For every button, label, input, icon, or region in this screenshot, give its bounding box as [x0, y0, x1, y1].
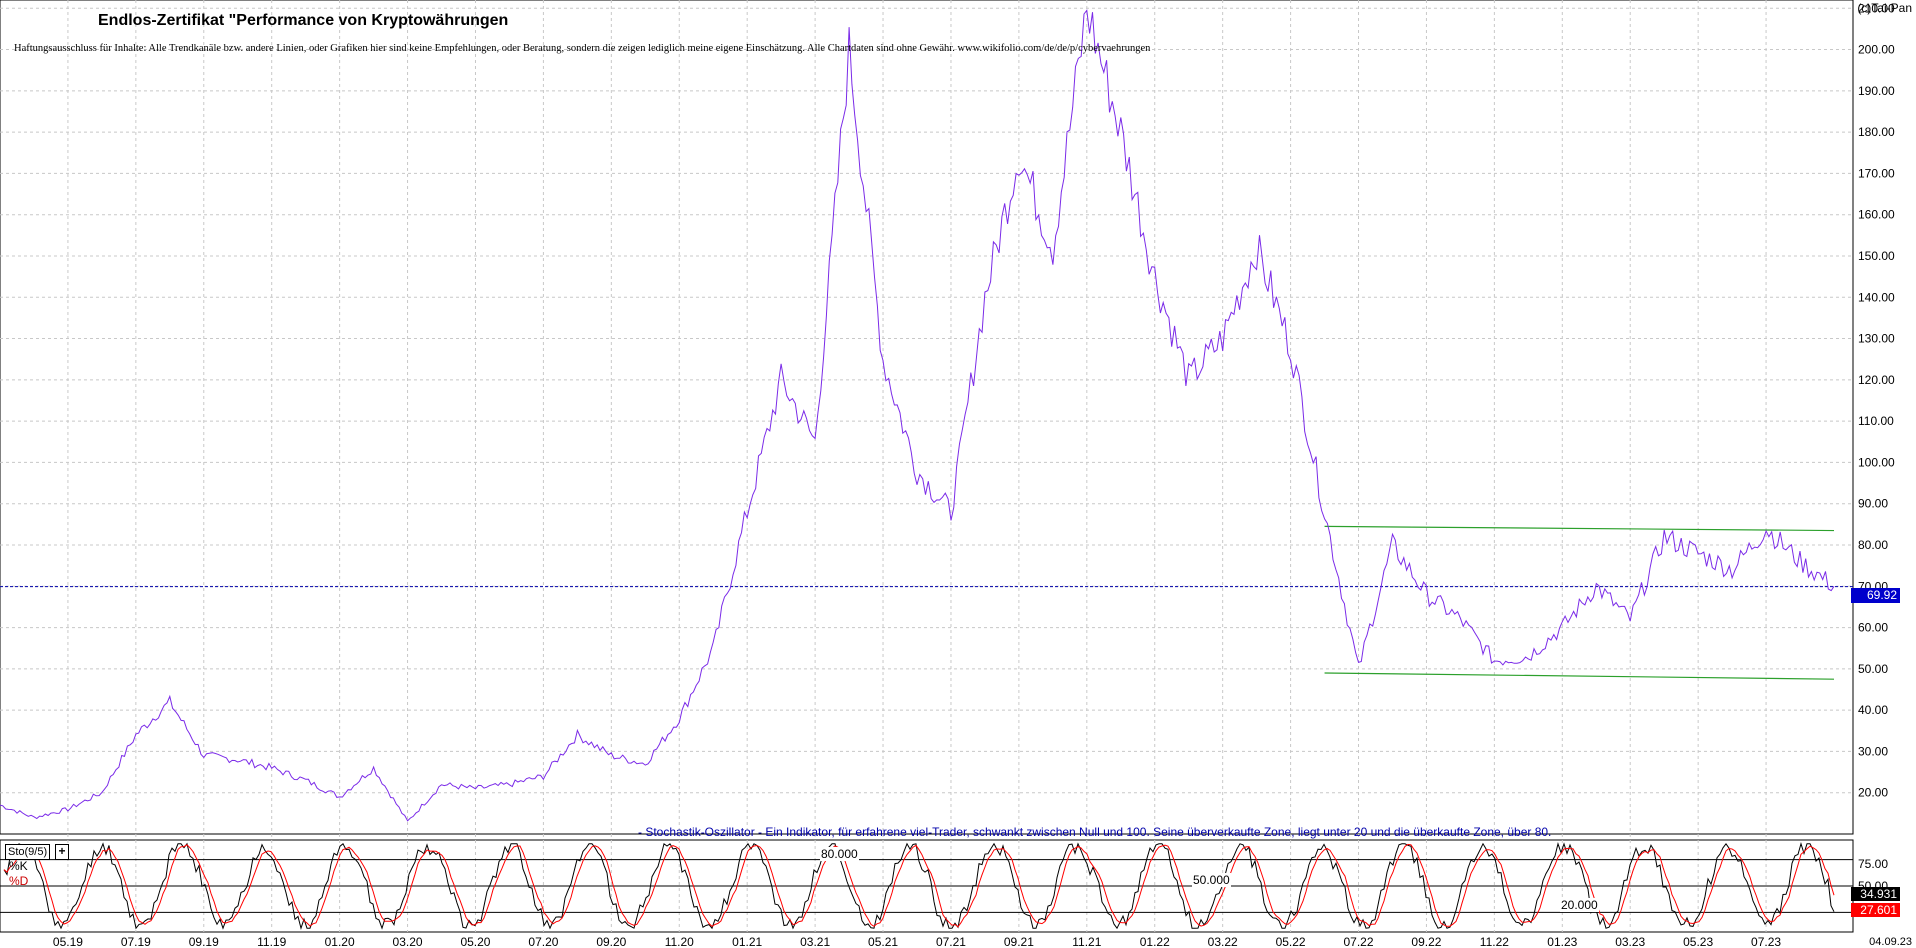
- y-tick-label: 140.00: [1858, 290, 1895, 304]
- k-legend: %K: [9, 859, 28, 873]
- y-tick-label: 40.00: [1858, 703, 1888, 717]
- x-tick-label: 05.22: [1276, 935, 1306, 948]
- y-tick-label: 50.00: [1858, 662, 1888, 676]
- y-tick-label: 110.00: [1858, 414, 1894, 428]
- level-50-label: 50.000: [1192, 873, 1231, 887]
- x-tick-label: 01.22: [1140, 935, 1170, 948]
- y-tick-label: 90.00: [1858, 497, 1888, 511]
- grid-layer: [0, 0, 1853, 932]
- x-tick-label: 05.20: [460, 935, 490, 948]
- last-price-tag: 69.92: [1851, 588, 1900, 603]
- y-tick-label: 210.00: [1858, 1, 1895, 15]
- add-indicator-button[interactable]: +: [55, 844, 69, 860]
- stochastic-label[interactable]: Sto(9/5): [5, 844, 51, 860]
- main-panel-frame: [0, 0, 1854, 835]
- y-tick-label: 160.00: [1858, 208, 1895, 222]
- x-tick-label: 11.20: [665, 935, 694, 948]
- x-tick-label: 01.21: [732, 935, 762, 948]
- x-axis: 05.19 07.19 09.19 11.19 01.20 03.20 05.20 07.20…: [53, 935, 1782, 948]
- y-tick-label: 150.00: [1858, 249, 1895, 263]
- x-tick-label: 11.19: [257, 935, 286, 948]
- y-tick-label: 100.00: [1858, 455, 1895, 469]
- y-tick-label: 80.00: [1858, 538, 1888, 552]
- y-tick-label: 190.00: [1858, 84, 1895, 98]
- chart-disclaimer: Haftungsausschluss für Inhalte: Alle Tre…: [14, 43, 1151, 54]
- price-series: [0, 9, 1835, 822]
- y-tick-label: 200.00: [1858, 43, 1895, 57]
- x-tick-label: 07.23: [1751, 935, 1781, 948]
- x-tick-label: 01.23: [1547, 935, 1577, 948]
- y-tick-label: 20.00: [1858, 786, 1888, 800]
- x-tick-label: 07.19: [121, 935, 151, 948]
- x-tick-label: 07.21: [936, 935, 966, 948]
- x-tick-label: 05.21: [868, 935, 898, 948]
- k-value-tag: 34.931: [1851, 887, 1900, 901]
- y-tick-label: 130.00: [1858, 332, 1895, 346]
- x-tick-label: 09.21: [1004, 935, 1034, 948]
- y-axis: 20.0030.0040.0050.0060.0070.0080.0090.00…: [1858, 1, 1895, 799]
- y-tick-label: 120.00: [1858, 373, 1895, 387]
- x-tick-label: 09.22: [1411, 935, 1441, 948]
- x-tick-label: 09.19: [189, 935, 219, 948]
- copyright-label: (c)Tai-Pan: [1857, 1, 1912, 15]
- y-tick-label: 60.00: [1858, 621, 1888, 635]
- x-tick-label: 05.19: [53, 935, 83, 948]
- y-tick-label: 30.00: [1858, 744, 1888, 758]
- d-value-tag: 27.601: [1851, 903, 1900, 917]
- x-tick-label: 03.23: [1615, 935, 1645, 948]
- chart-title: Endlos-Zertifikat "Performance von Krypt…: [98, 12, 509, 29]
- x-tick-label: 07.22: [1344, 935, 1374, 948]
- x-tick-label: 09.20: [596, 935, 626, 948]
- x-tick-label: 07.20: [528, 935, 558, 948]
- x-tick-label: 03.21: [800, 935, 830, 948]
- end-date-label: 04.09.23: [1869, 936, 1912, 948]
- x-tick-label: 11.22: [1480, 935, 1509, 948]
- x-tick-label: 05.23: [1683, 935, 1713, 948]
- x-tick-label: 03.20: [393, 935, 423, 948]
- y-tick-label: 170.00: [1858, 166, 1895, 180]
- k-line: [3, 842, 1835, 930]
- d-legend: %D: [9, 874, 29, 888]
- lower-channel-line: [1324, 672, 1835, 680]
- x-tick-label: 11.21: [1072, 935, 1101, 948]
- trend-lines: [1324, 525, 1835, 680]
- level-80-label: 80.000: [820, 847, 859, 861]
- price-line: [0, 9, 1835, 822]
- d-line: [3, 843, 1835, 928]
- y-tick-label: 180.00: [1858, 125, 1895, 139]
- upper-channel-line: [1324, 525, 1835, 532]
- x-tick-label: 01.20: [325, 935, 355, 948]
- indicator-note: - Stochastik-Oszillator - Ein Indikator,…: [638, 825, 1552, 839]
- oscillator-tick-label: 75.00: [1858, 857, 1888, 871]
- level-20-label: 20.000: [1560, 898, 1599, 912]
- x-tick-label: 03.22: [1208, 935, 1238, 948]
